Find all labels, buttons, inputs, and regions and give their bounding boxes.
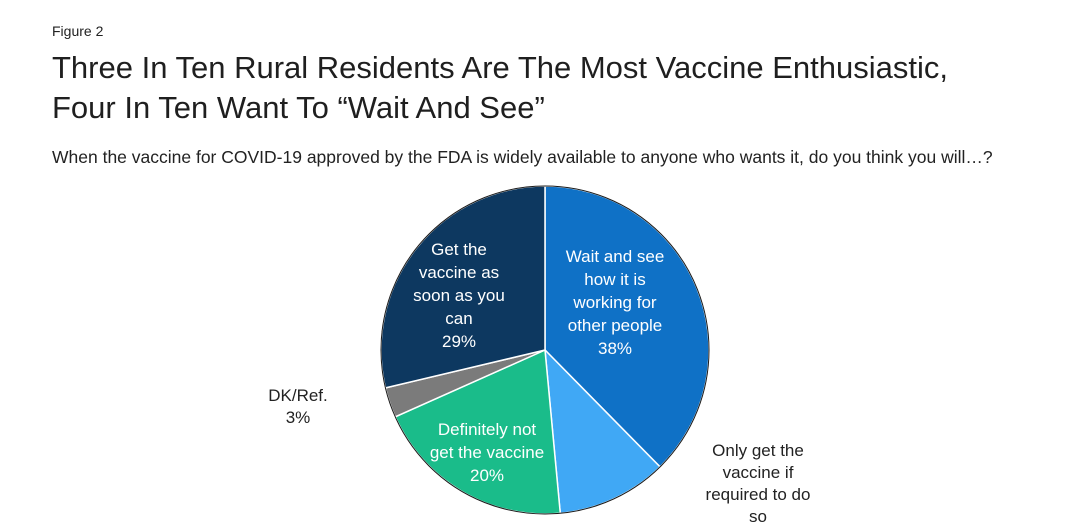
slice-label-line: how it is	[584, 270, 645, 289]
slice-label-line: 3%	[286, 408, 311, 427]
chart-subtitle: When the vaccine for COVID-19 approved b…	[52, 147, 993, 167]
pie-outline	[380, 185, 710, 515]
slice-label-line: 20%	[470, 466, 504, 485]
slice-label-line: so	[749, 507, 767, 522]
slice-label-line: get the vaccine	[430, 443, 544, 462]
slice-label-as-soon-as-possible: Get the vaccine as soon as you can 29%	[413, 240, 505, 351]
chart-title-line-2: Four In Ten Want To “Wait And See”	[52, 90, 545, 125]
slice-label-definitely-not: Definitely not get the vaccine 20%	[430, 420, 544, 485]
chart-title-line-1: Three In Ten Rural Residents Are The Mos…	[52, 50, 949, 85]
slice-label-line: vaccine as	[419, 263, 499, 282]
slice-label-line: vaccine if	[723, 463, 794, 482]
slice-label-line: working for	[572, 293, 656, 312]
slice-label-line: DK/Ref.	[268, 386, 328, 405]
figure-label: Figure 2	[52, 23, 104, 39]
slice-label-line: Get the	[431, 240, 487, 259]
slice-label-line: Wait and see	[566, 247, 665, 266]
slice-label-only-if-required: Only get the vaccine if required to do so	[706, 441, 811, 522]
slice-label-line: Definitely not	[438, 420, 537, 439]
slice-label-line: can	[445, 309, 472, 328]
slice-label-line: Only get the	[712, 441, 804, 460]
slice-label-line: required to do	[706, 485, 811, 504]
slice-label-dk-ref: DK/Ref. 3%	[268, 386, 328, 427]
slice-label-line: other people	[568, 316, 663, 335]
chart-title: Three In Ten Rural Residents Are The Mos…	[52, 48, 1042, 128]
slice-label-line: 29%	[442, 332, 476, 351]
slice-label-wait-and-see: Wait and see how it is working for other pe…	[566, 247, 665, 358]
slice-label-line: 38%	[598, 339, 632, 358]
slice-label-line: soon as you	[413, 286, 505, 305]
